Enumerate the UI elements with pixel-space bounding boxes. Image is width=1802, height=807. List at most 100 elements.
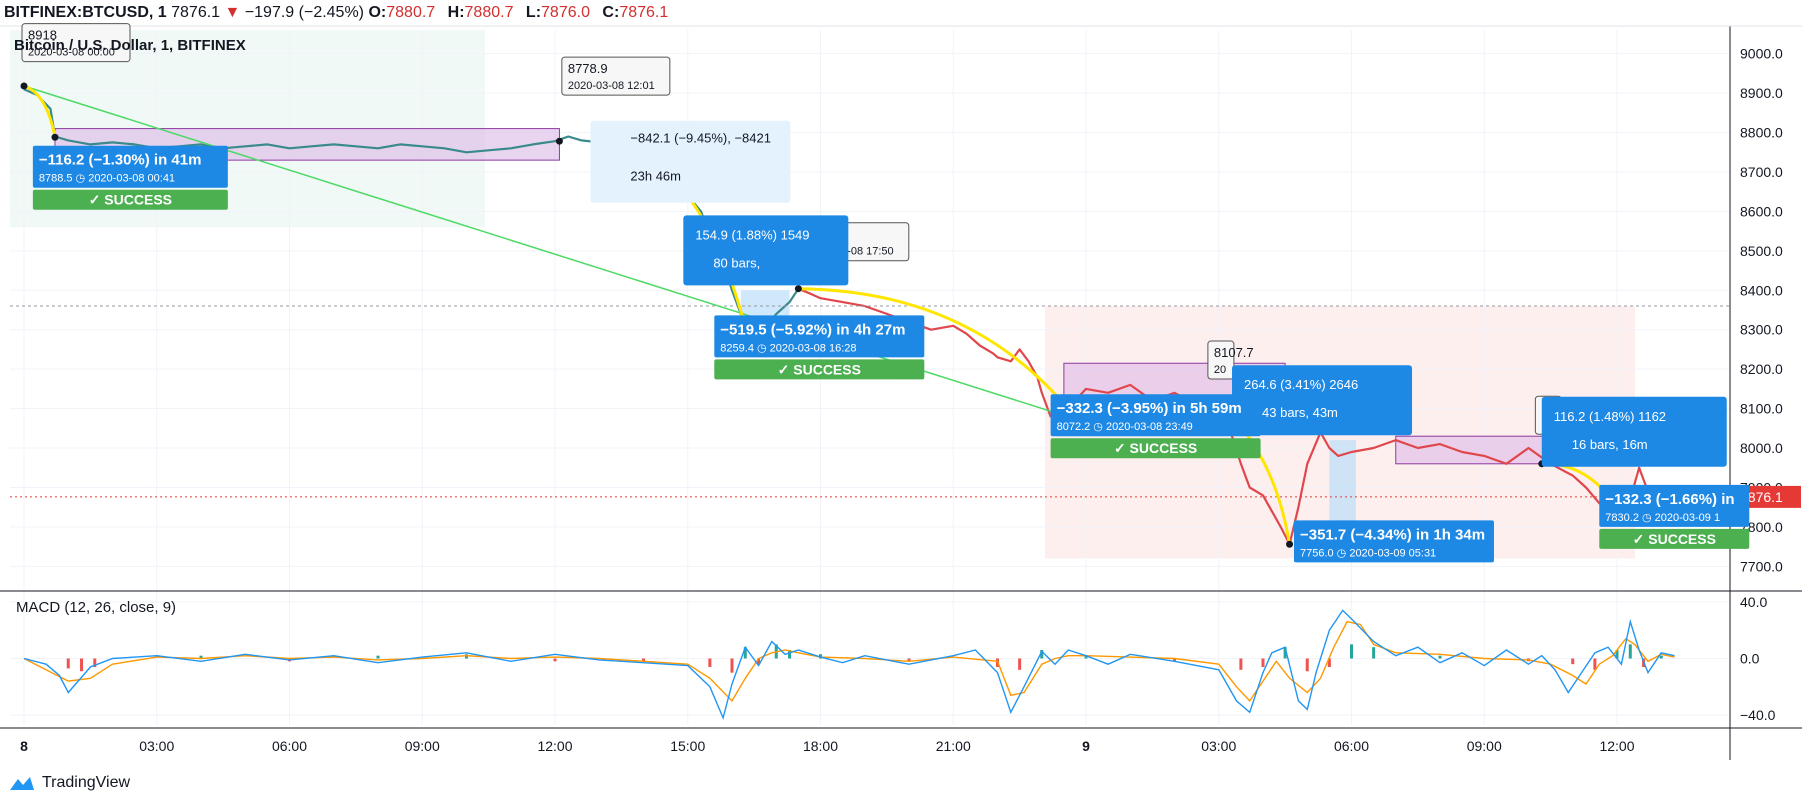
success-badge bbox=[1050, 438, 1261, 459]
y-tick-label: 8100.0 bbox=[1740, 401, 1783, 417]
range-label-box bbox=[683, 215, 849, 286]
yellow-curve-3 bbox=[798, 287, 1079, 421]
macd-histogram-bar bbox=[1593, 658, 1597, 670]
macd-histogram-bar bbox=[1350, 644, 1353, 659]
success-badge bbox=[32, 189, 228, 210]
success-badge bbox=[714, 359, 925, 380]
macd-histogram-bar bbox=[788, 650, 792, 659]
y-tick-label: 8300.0 bbox=[1740, 322, 1783, 338]
macd-histogram-bar bbox=[1173, 658, 1176, 662]
range-label-line2: 23h 46m bbox=[630, 169, 681, 184]
macd-y-tick-label: 0.0 bbox=[1740, 651, 1760, 667]
y-tick-label: 9000.0 bbox=[1740, 46, 1783, 62]
y-tick-label: 8700.0 bbox=[1740, 164, 1783, 180]
range-label-box bbox=[1541, 396, 1727, 467]
measure-label-box bbox=[714, 315, 925, 358]
anchor-point bbox=[794, 285, 802, 293]
price-tooltip bbox=[21, 23, 131, 63]
y-tick-label: 8000.0 bbox=[1740, 440, 1783, 456]
range-label-line1: 264.6 (3.41%) 2646 bbox=[1244, 377, 1358, 392]
change-arrow: ▼ bbox=[224, 4, 241, 21]
anchor-point bbox=[20, 82, 28, 90]
macd-histogram-bar bbox=[376, 655, 380, 659]
macd-histogram-bar bbox=[642, 658, 645, 662]
y-tick-label: 8200.0 bbox=[1740, 361, 1783, 377]
measure-label-main: −351.7 (−4.34%) in 1h 34m bbox=[1300, 526, 1485, 543]
yellow-curve-1 bbox=[23, 84, 57, 137]
change-value: −197.9 (−2.45%) bbox=[244, 4, 365, 21]
macd-histogram-bar bbox=[93, 658, 97, 667]
macd-histogram-bar bbox=[1261, 658, 1265, 667]
macd-histogram-bar bbox=[757, 658, 761, 665]
macd-histogram-bar bbox=[1305, 658, 1309, 672]
macd-histogram-bar bbox=[1372, 647, 1376, 659]
macd-histogram-bar bbox=[1438, 655, 1442, 659]
macd-histogram-bar bbox=[1040, 650, 1044, 659]
success-badge-label: ✓ SUCCESS bbox=[1633, 531, 1716, 547]
x-tick-label: 09:00 bbox=[1467, 738, 1502, 754]
measure-label-main: −332.3 (−3.95%) in 5h 59m bbox=[1057, 400, 1242, 417]
macd-histogram-bar bbox=[80, 658, 84, 672]
price-tooltip bbox=[561, 56, 671, 96]
range-label-box bbox=[590, 120, 791, 203]
x-tick-label: 15:00 bbox=[670, 738, 705, 754]
measure-label-main: −132.3 (−1.66%) in bbox=[1605, 491, 1734, 508]
range-label-line1: 116.2 (1.48%) 1162 bbox=[1554, 409, 1666, 424]
header-bar: BITFINEX:BTCUSD, 1 7876.1 ▼ −197.9 (−2.4… bbox=[0, 0, 1802, 26]
price-tooltip-value: 8107.7 bbox=[1214, 345, 1254, 360]
range-label-line1: 154.9 (1.88%) 1549 bbox=[695, 227, 809, 242]
price-tooltip-value: 8918 bbox=[28, 28, 57, 43]
price-tooltip-time: 2020-03-08 12:01 bbox=[568, 80, 655, 92]
open-value: 7880.7 bbox=[386, 4, 436, 21]
macd-histogram-bar bbox=[1615, 650, 1619, 659]
measure-label-main: −519.5 (−5.92%) in 4h 27m bbox=[720, 321, 905, 338]
x-tick-label: 03:00 bbox=[1201, 738, 1236, 754]
x-tick-label: 12:00 bbox=[1599, 738, 1634, 754]
range-label-line2: 43 bars, 43m bbox=[1262, 405, 1338, 420]
price-tooltip-time: 20 bbox=[1214, 364, 1226, 376]
macd-histogram-bar bbox=[1327, 658, 1331, 667]
measure-label-box bbox=[1050, 394, 1261, 437]
x-tick-label: 03:00 bbox=[139, 738, 174, 754]
footer-brand[interactable]: TradingView bbox=[6, 771, 130, 795]
y-tick-label: 8800.0 bbox=[1740, 125, 1783, 141]
anchor-point bbox=[51, 133, 59, 141]
x-tick-label: 09:00 bbox=[405, 738, 440, 754]
anchor-point bbox=[555, 137, 563, 145]
x-tick-label: 06:00 bbox=[1334, 738, 1369, 754]
macd-histogram-bar bbox=[907, 658, 911, 662]
y-tick-label: 8900.0 bbox=[1740, 85, 1783, 101]
measure-label-sub: 7830.2 ◷ 2020-03-09 1 bbox=[1605, 512, 1720, 524]
x-tick-label: 12:00 bbox=[537, 738, 572, 754]
footer-brand-label: TradingView bbox=[42, 774, 131, 791]
low-value: 7876.0 bbox=[541, 4, 590, 21]
price-tooltip-value: 8778.9 bbox=[568, 61, 608, 76]
macd-histogram-bar bbox=[708, 658, 712, 667]
close-label: C: bbox=[602, 4, 620, 21]
x-tick-label: 06:00 bbox=[272, 738, 307, 754]
success-badge-label: ✓ SUCCESS bbox=[778, 361, 861, 377]
macd-line bbox=[23, 609, 1675, 721]
macd-histogram-bar bbox=[1659, 655, 1663, 659]
x-tick-label: 8 bbox=[20, 738, 28, 754]
signal-line bbox=[23, 620, 1675, 703]
macd-histogram-bar bbox=[743, 647, 747, 659]
x-tick-label: 18:00 bbox=[803, 738, 838, 754]
measure-label-sub: 8259.4 ◷ 2020-03-08 16:28 bbox=[720, 342, 856, 354]
macd-histogram-bar bbox=[1084, 655, 1088, 659]
macd-histogram-bar bbox=[730, 658, 734, 673]
measure-label-sub: 8072.2 ◷ 2020-03-08 23:49 bbox=[1057, 421, 1193, 433]
range-label-line1: −842.1 (−9.45%), −8421 bbox=[630, 131, 771, 146]
macd-y-tick-label: −40.0 bbox=[1740, 707, 1776, 723]
macd-histogram-bar bbox=[1239, 658, 1243, 670]
open-label: O: bbox=[368, 4, 387, 21]
macd-y-tick-label: 40.0 bbox=[1740, 594, 1767, 610]
last-price-tag-label: 7876.1 bbox=[1740, 489, 1783, 505]
last-price: 7876.1 bbox=[171, 4, 221, 21]
measure-label-sub: 7756.0 ◷ 2020-03-09 05:31 bbox=[1300, 547, 1436, 559]
success-badge bbox=[1599, 528, 1750, 549]
y-tick-label: 7700.0 bbox=[1740, 558, 1783, 574]
measure-label-main: −116.2 (−1.30%) in 41m bbox=[39, 152, 202, 169]
x-tick-label: 9 bbox=[1082, 738, 1090, 754]
